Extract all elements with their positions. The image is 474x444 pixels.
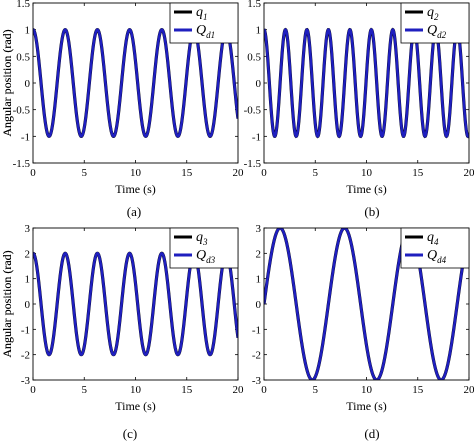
y-tick-label: 0.5 — [16, 51, 30, 63]
y-tick-label: 3 — [25, 223, 31, 235]
legend-label: Qd4 — [427, 248, 447, 265]
panel-caption: (c) — [123, 426, 137, 441]
series-line-Qd3 — [33, 251, 238, 357]
x-tick-label: 5 — [313, 384, 319, 396]
y-tick-label: -1 — [252, 324, 261, 336]
y-tick-label: 2 — [25, 248, 31, 260]
x-tick-label: 10 — [361, 167, 373, 179]
x-tick-label: 10 — [130, 167, 142, 179]
x-tick-label: 15 — [181, 384, 193, 396]
y-tick-label: -1 — [21, 324, 30, 336]
x-tick-label: 10 — [361, 384, 373, 396]
y-axis-label: Angular position (rad) — [0, 29, 14, 136]
x-tick-label: 0 — [261, 167, 267, 179]
legend-box — [400, 227, 470, 269]
series-line-Qd4 — [264, 228, 469, 380]
plot-frame — [32, 227, 239, 381]
legend-box — [169, 2, 239, 44]
panel-caption: (a) — [127, 204, 141, 219]
y-tick-label: 0 — [25, 78, 31, 90]
plot-frame — [263, 227, 470, 381]
plot-frame — [263, 2, 470, 164]
y-tick-label: 1.5 — [247, 0, 261, 10]
y-tick-label: -1.5 — [13, 158, 31, 170]
x-tick-label: 5 — [82, 384, 88, 396]
y-tick-label: 1.5 — [16, 0, 30, 10]
y-tick-label: -1 — [252, 131, 261, 143]
y-tick-label: 1 — [256, 274, 262, 286]
x-tick-label: 20 — [233, 384, 245, 396]
x-tick-label: 15 — [412, 384, 424, 396]
y-tick-label: 1 — [25, 274, 31, 286]
y-tick-label: -1 — [21, 131, 30, 143]
legend-label: q4 — [427, 230, 439, 247]
y-axis-label: Angular position (rad) — [0, 250, 14, 357]
legend-label: q1 — [196, 5, 208, 22]
legend-label: Qd3 — [196, 248, 216, 265]
y-tick-label: 0 — [256, 299, 262, 311]
x-tick-label: 10 — [130, 384, 142, 396]
y-axis-label: Angular position (rad) — [0, 250, 14, 357]
plot-frame — [32, 2, 239, 164]
x-tick-label: 15 — [181, 167, 193, 179]
x-tick-label: 0 — [30, 384, 36, 396]
x-tick-label: 15 — [412, 167, 424, 179]
legend-box — [400, 2, 470, 44]
y-tick-label: 1 — [25, 25, 31, 37]
y-tick-label: -1.5 — [244, 158, 262, 170]
x-tick-label: 5 — [82, 167, 88, 179]
y-tick-label: -3 — [21, 375, 31, 387]
series-line-Qd1 — [33, 28, 238, 138]
x-axis-label: Time (s) — [346, 399, 387, 413]
x-tick-label: 0 — [30, 167, 36, 179]
y-tick-label: 1 — [256, 25, 262, 37]
y-tick-label: -0.5 — [244, 105, 262, 117]
y-tick-label: 0 — [256, 78, 262, 90]
y-tick-label: -0.5 — [13, 105, 31, 117]
y-tick-label: 0.5 — [247, 51, 261, 63]
x-axis-label: Time (s) — [115, 399, 156, 413]
legend-box — [169, 227, 239, 269]
y-tick-label: 3 — [256, 223, 262, 235]
panel-caption: (d) — [364, 426, 379, 441]
panel-caption: (b) — [364, 204, 379, 219]
y-tick-label: -3 — [252, 375, 262, 387]
x-tick-label: 20 — [464, 167, 474, 179]
y-axis-label: Angular position (rad) — [0, 29, 14, 136]
y-tick-label: 0 — [25, 299, 31, 311]
x-tick-label: 20 — [464, 384, 474, 396]
legend-label: Qd2 — [427, 23, 447, 40]
x-tick-label: 0 — [261, 384, 267, 396]
legend-label: Qd1 — [196, 23, 215, 40]
y-tick-label: -2 — [21, 350, 30, 362]
x-axis-label: Time (s) — [115, 182, 156, 196]
y-tick-label: 2 — [256, 248, 262, 260]
legend-label: q3 — [196, 230, 208, 247]
x-tick-label: 20 — [233, 167, 245, 179]
y-tick-label: -2 — [252, 350, 261, 362]
x-axis-label: Time (s) — [346, 182, 387, 196]
x-tick-label: 5 — [313, 167, 319, 179]
legend-label: q2 — [427, 5, 439, 22]
